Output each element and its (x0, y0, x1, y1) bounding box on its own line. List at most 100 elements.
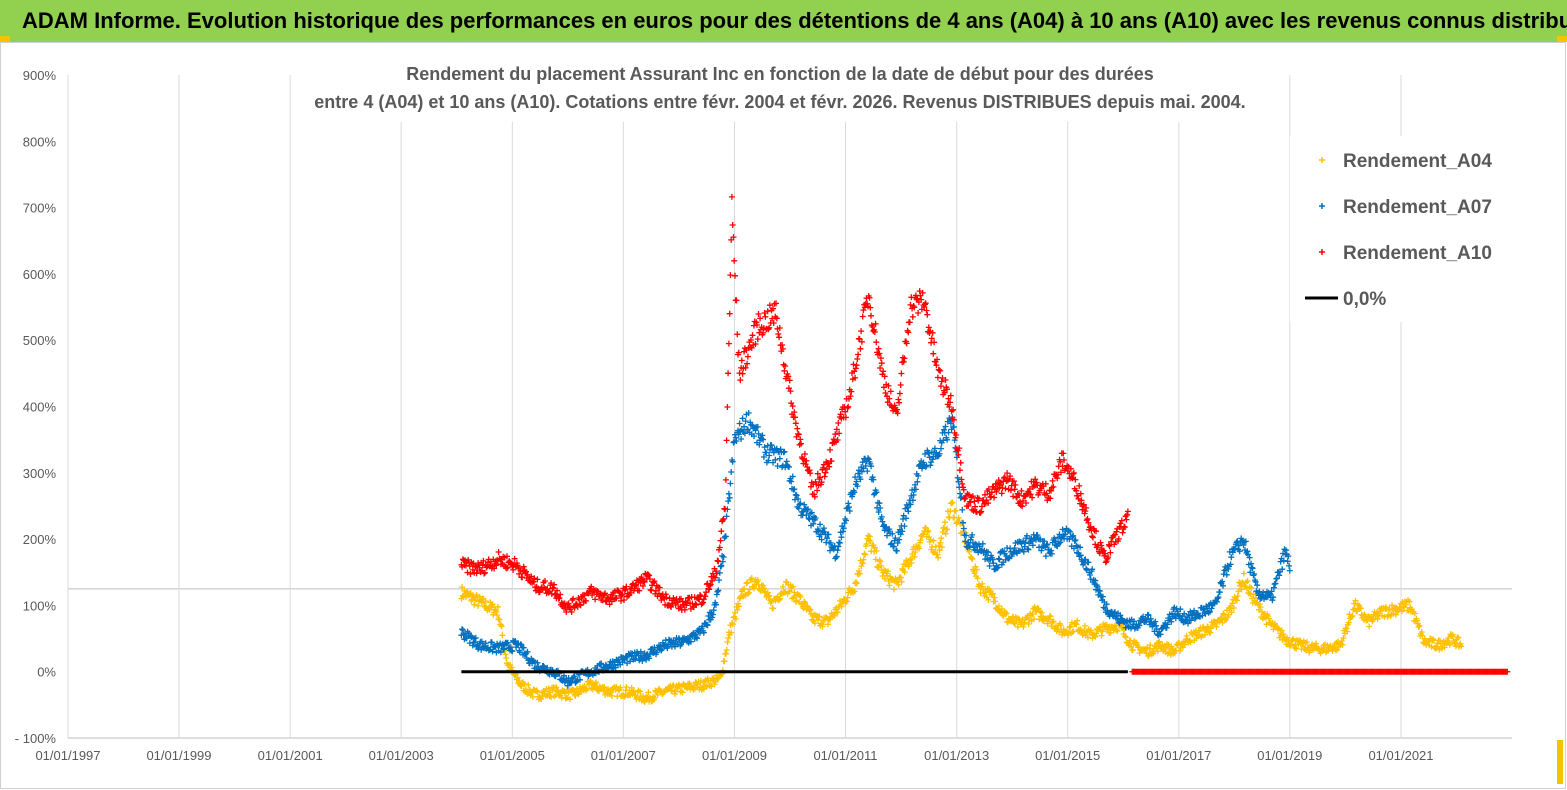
data-point (1195, 632, 1202, 639)
data-point (1025, 621, 1032, 627)
data-point (779, 345, 786, 352)
data-point (938, 445, 944, 452)
data-point (928, 335, 935, 342)
data-point (1205, 624, 1211, 631)
data-point (1070, 469, 1077, 476)
x-tick-label: 01/01/2021 (1368, 748, 1433, 763)
data-point (1176, 647, 1183, 654)
data-point (791, 486, 798, 493)
data-point (716, 577, 722, 584)
data-point (1114, 628, 1121, 634)
data-point (811, 493, 818, 500)
data-point (968, 555, 975, 561)
data-point (998, 490, 1005, 497)
data-point (911, 304, 918, 311)
data-point (876, 500, 883, 507)
x-tick-label: 01/01/2001 (258, 748, 323, 763)
data-point (697, 592, 703, 598)
data-point (818, 536, 825, 543)
data-point (1073, 487, 1080, 494)
data-point (746, 586, 753, 593)
data-point (662, 591, 669, 598)
data-point (723, 437, 730, 444)
data-point (676, 636, 683, 643)
data-point (1122, 633, 1129, 640)
legend-label: Rendement_A10 (1343, 243, 1492, 264)
data-point (901, 523, 908, 530)
data-point (789, 583, 796, 590)
data-point (1043, 490, 1050, 497)
data-point (1072, 476, 1079, 483)
data-point (520, 644, 527, 651)
data-point (1112, 609, 1118, 616)
data-point (906, 319, 913, 326)
data-point (1216, 589, 1223, 596)
data-point (1252, 578, 1259, 585)
data-point (814, 487, 821, 494)
data-point (932, 543, 939, 550)
data-point (824, 621, 831, 628)
data-point (493, 562, 500, 569)
data-point (1218, 615, 1225, 622)
data-point (1228, 609, 1235, 616)
data-point (1061, 457, 1067, 463)
data-point (556, 595, 563, 601)
data-point (1019, 503, 1026, 510)
data-point (551, 581, 558, 588)
data-point (593, 679, 599, 686)
data-point (1402, 601, 1409, 608)
data-point (1256, 588, 1263, 595)
data-point (534, 659, 541, 666)
data-point (855, 470, 862, 477)
data-point (1069, 533, 1076, 540)
data-point (509, 648, 516, 655)
data-point (1077, 490, 1084, 497)
data-point (884, 568, 891, 575)
data-point (802, 599, 809, 606)
data-point (485, 559, 491, 566)
data-point (820, 525, 827, 532)
data-point (992, 598, 999, 605)
data-point (1024, 545, 1031, 552)
data-point (588, 583, 595, 590)
data-point (805, 506, 811, 513)
data-point (684, 599, 691, 606)
data-point (1014, 623, 1021, 630)
data-point (846, 504, 852, 511)
data-point (872, 320, 879, 327)
data-point (772, 456, 779, 463)
data-point (791, 409, 798, 416)
data-point (810, 520, 817, 527)
data-point (1199, 612, 1206, 619)
data-point (831, 542, 838, 549)
data-point (1001, 474, 1008, 481)
data-point (494, 603, 501, 610)
data-point (838, 534, 845, 541)
data-point (700, 599, 707, 606)
data-point (792, 414, 798, 421)
data-point (898, 370, 905, 377)
data-point (1071, 537, 1078, 544)
data-point (881, 527, 888, 534)
data-point (1016, 492, 1023, 499)
data-point (587, 677, 594, 684)
data-point (693, 634, 700, 641)
data-point (846, 508, 853, 514)
data-point (969, 531, 976, 538)
data-point (1029, 494, 1036, 501)
data-point (699, 623, 706, 630)
data-point (826, 463, 833, 470)
data-point (971, 498, 978, 505)
data-point (946, 404, 953, 410)
data-point (896, 536, 903, 543)
data-point (1081, 622, 1088, 629)
data-point (760, 454, 767, 460)
data-point (1248, 564, 1255, 571)
data-point (1076, 482, 1083, 489)
data-point (761, 310, 768, 316)
data-point (938, 378, 945, 385)
data-point (754, 577, 761, 583)
data-point (817, 521, 824, 528)
data-point (797, 436, 804, 443)
data-point (788, 478, 795, 485)
